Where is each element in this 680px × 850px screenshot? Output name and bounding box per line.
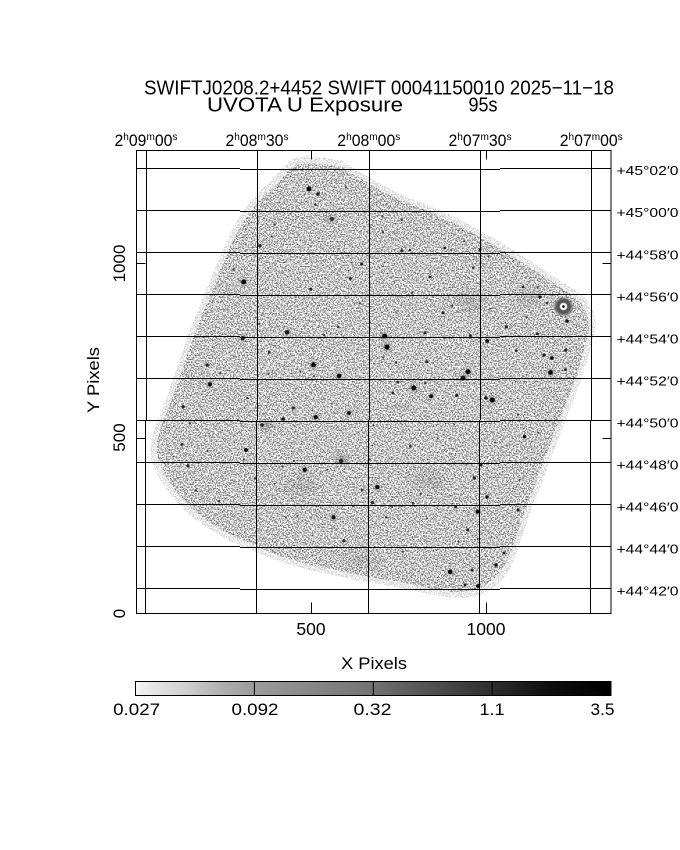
svg-text:2h07m00s: 2h07m00s	[560, 131, 623, 150]
svg-text:2h08m00s: 2h08m00s	[337, 131, 400, 150]
svg-text:+45°00′0: +45°00′0	[617, 206, 679, 220]
svg-text:+44°52′0: +44°52′0	[617, 374, 679, 388]
svg-text:500: 500	[110, 423, 129, 451]
svg-text:+44°58′0: +44°58′0	[617, 248, 679, 262]
svg-text:+44°54′0: +44°54′0	[617, 332, 679, 346]
svg-text:3.5: 3.5	[591, 700, 615, 719]
svg-text:2h09m00s: 2h09m00s	[115, 131, 178, 150]
svg-text:+44°50′0: +44°50′0	[617, 417, 679, 431]
svg-text:+44°48′0: +44°48′0	[617, 459, 679, 473]
svg-text:0.32: 0.32	[354, 700, 392, 719]
svg-text:+44°56′0: +44°56′0	[617, 290, 679, 304]
svg-text:500: 500	[296, 619, 325, 639]
svg-text:+44°42′0: +44°42′0	[617, 585, 679, 599]
svg-text:0: 0	[110, 609, 129, 618]
svg-text:X Pixels: X Pixels	[341, 655, 407, 673]
svg-text:+44°46′0: +44°46′0	[617, 501, 679, 515]
svg-text:UVOTA U Exposure: UVOTA U Exposure	[207, 95, 403, 117]
svg-text:2h08m30s: 2h08m30s	[226, 131, 289, 150]
svg-text:SWIFTJ0208.2+4452 SWIFT 000411: SWIFTJ0208.2+4452 SWIFT 00041150010 2025…	[144, 78, 614, 100]
svg-text:95s: 95s	[469, 95, 498, 117]
svg-text:1000: 1000	[110, 245, 129, 283]
svg-text:Y Pixels: Y Pixels	[85, 347, 103, 413]
svg-text:+45°02′0: +45°02′0	[617, 164, 679, 178]
svg-text:0.027: 0.027	[113, 700, 160, 719]
svg-text:0.092: 0.092	[232, 700, 279, 719]
svg-text:1000: 1000	[467, 619, 506, 639]
svg-text:2h07m30s: 2h07m30s	[449, 131, 512, 150]
svg-text:1.1: 1.1	[480, 700, 505, 719]
svg-text:+44°44′0: +44°44′0	[617, 543, 679, 557]
